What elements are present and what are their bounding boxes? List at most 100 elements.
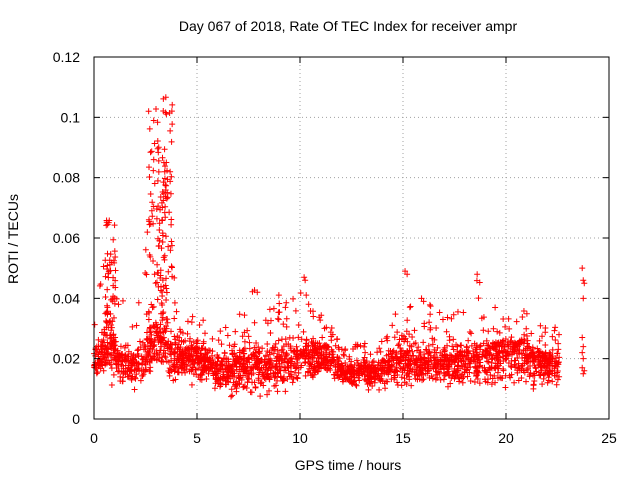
data-point — [426, 349, 433, 356]
data-point — [432, 361, 439, 368]
data-point — [167, 366, 174, 373]
data-point — [289, 379, 296, 386]
data-point — [153, 215, 160, 222]
data-point — [155, 338, 162, 345]
data-point — [355, 370, 362, 377]
data-point — [154, 119, 161, 126]
data-point — [418, 295, 425, 302]
data-point — [437, 376, 444, 383]
data-point — [533, 368, 540, 375]
data-point — [343, 376, 350, 383]
data-point — [424, 368, 431, 375]
data-point — [217, 365, 224, 372]
data-point — [146, 125, 153, 132]
data-point — [233, 364, 240, 371]
data-point — [446, 333, 453, 340]
data-point — [151, 350, 158, 357]
data-point — [156, 220, 163, 227]
data-point — [549, 367, 556, 374]
data-point — [406, 304, 413, 311]
data-point — [376, 386, 383, 393]
data-point — [436, 370, 443, 377]
data-point — [168, 138, 175, 145]
data-point — [207, 361, 214, 368]
data-point — [431, 336, 438, 343]
data-point — [394, 329, 401, 336]
data-point — [409, 348, 416, 355]
y-tick-label: 0 — [72, 411, 80, 427]
data-point — [271, 374, 278, 381]
data-point — [155, 168, 162, 175]
data-point — [307, 307, 314, 314]
data-point — [97, 281, 104, 288]
data-point — [240, 383, 247, 390]
data-point — [474, 351, 481, 358]
data-point — [167, 127, 174, 134]
data-point — [293, 343, 300, 350]
data-point — [336, 364, 343, 371]
data-point — [520, 308, 527, 315]
data-point — [254, 364, 261, 371]
data-point — [305, 301, 312, 308]
data-point — [264, 320, 271, 327]
data-point — [157, 287, 164, 294]
data-point — [408, 382, 415, 389]
data-point — [292, 365, 299, 372]
data-point — [129, 323, 136, 330]
data-point — [447, 380, 454, 387]
data-point — [425, 361, 432, 368]
data-point — [486, 345, 493, 352]
data-point — [283, 299, 290, 306]
data-point — [474, 368, 481, 375]
data-point — [229, 392, 236, 399]
data-point — [549, 333, 556, 340]
data-point — [554, 350, 561, 357]
data-point — [115, 357, 122, 364]
data-point — [367, 351, 374, 358]
data-point — [335, 360, 342, 367]
data-point — [404, 356, 411, 363]
data-point — [511, 341, 518, 348]
data-point — [484, 352, 491, 359]
data-point — [168, 221, 175, 228]
data-point — [192, 366, 199, 373]
data-point — [168, 367, 175, 374]
data-point — [190, 371, 197, 378]
grid-lines — [94, 57, 609, 419]
data-point — [507, 374, 514, 381]
data-point — [247, 389, 254, 396]
data-point — [146, 367, 153, 374]
data-point — [374, 372, 381, 379]
data-point — [124, 342, 131, 349]
data-point — [161, 325, 168, 332]
data-point — [109, 342, 116, 349]
data-point — [390, 357, 397, 364]
data-point — [553, 381, 560, 388]
data-point — [137, 377, 144, 384]
data-point — [363, 358, 370, 365]
data-point — [270, 350, 277, 357]
data-point — [315, 344, 322, 351]
data-point — [154, 296, 161, 303]
data-point — [272, 340, 279, 347]
data-point — [164, 176, 171, 183]
data-point — [163, 316, 170, 323]
data-point — [378, 338, 385, 345]
data-point — [523, 378, 530, 385]
data-point — [156, 351, 163, 358]
data-point — [193, 338, 200, 345]
data-point — [135, 365, 142, 372]
data-point — [151, 323, 158, 330]
x-tick-label: 25 — [601, 430, 617, 446]
data-point — [154, 332, 161, 339]
data-point — [464, 373, 471, 380]
data-point — [266, 387, 273, 394]
data-point — [405, 364, 412, 371]
data-point — [108, 334, 115, 341]
data-point — [262, 353, 269, 360]
data-point — [176, 326, 183, 333]
data-point — [177, 344, 184, 351]
data-point — [221, 349, 228, 356]
data-point — [144, 229, 151, 236]
